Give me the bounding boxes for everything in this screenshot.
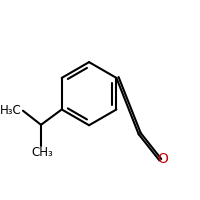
Text: O: O bbox=[157, 152, 168, 166]
Text: H₃C: H₃C bbox=[0, 104, 22, 117]
Text: CH₃: CH₃ bbox=[31, 146, 53, 159]
